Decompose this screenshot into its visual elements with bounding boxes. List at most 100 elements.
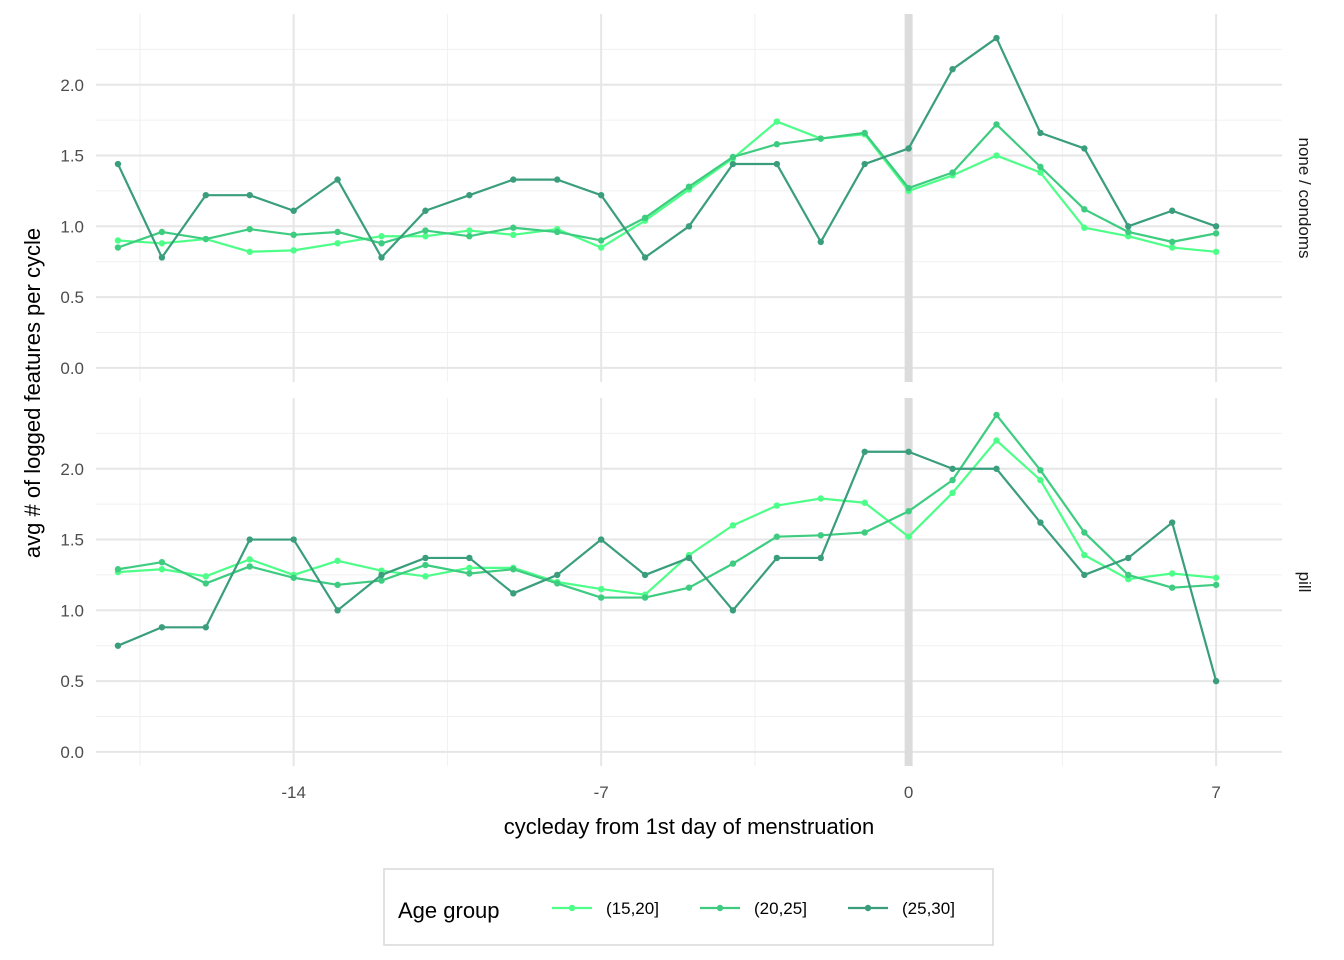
data-point (290, 574, 297, 581)
data-point (685, 554, 693, 562)
data-point (729, 153, 737, 161)
data-point (641, 254, 649, 261)
legend-label: (25,30] (902, 899, 955, 918)
data-point (554, 571, 561, 579)
data-point (993, 34, 1000, 42)
data-point (773, 118, 781, 125)
series-line (117, 123, 1217, 249)
data-point (246, 191, 253, 199)
data-point (246, 248, 253, 255)
data-point (466, 564, 473, 572)
data-point (290, 247, 297, 254)
data-point (729, 160, 737, 168)
data-point (773, 141, 781, 148)
data-point (1037, 466, 1044, 474)
legend-item: (20,25] (700, 899, 807, 918)
data-point (905, 448, 912, 455)
data-point (378, 240, 385, 247)
data-point (1081, 551, 1088, 559)
data-point (993, 152, 1000, 159)
series-(25,30] (114, 34, 1220, 261)
data-point (685, 223, 693, 230)
legend-title: Age group (398, 898, 500, 923)
data-point (597, 585, 605, 593)
data-point (422, 573, 429, 580)
data-point (510, 590, 517, 597)
data-point (422, 207, 429, 214)
data-point (554, 580, 561, 587)
series-line (117, 413, 1217, 599)
data-point (817, 532, 824, 539)
y-tick-label: 2.0 (60, 460, 84, 479)
data-point (949, 66, 956, 73)
data-point (993, 437, 1000, 444)
data-point (422, 233, 429, 240)
legend-item: (15,20] (552, 899, 659, 918)
series-(20,25] (114, 121, 1220, 251)
data-point (466, 554, 473, 562)
y-tick-label: 0.5 (60, 672, 84, 691)
data-point (1212, 581, 1220, 589)
data-point (1168, 519, 1176, 526)
data-point (773, 502, 781, 509)
data-point (641, 214, 649, 222)
data-point (466, 233, 473, 240)
data-point (685, 183, 693, 190)
data-point (1081, 224, 1088, 231)
data-point (510, 176, 517, 183)
data-point (641, 594, 649, 601)
y-tick-label: 1.5 (60, 531, 84, 550)
data-point (290, 231, 297, 238)
data-point (729, 607, 737, 614)
data-point (817, 495, 824, 502)
legend-items: (15,20] (20,25] (25,30] (552, 899, 955, 918)
data-point (466, 227, 473, 234)
x-tick-label: 0 (904, 783, 913, 802)
data-point (949, 465, 956, 472)
data-point (597, 237, 605, 244)
data-point (773, 533, 781, 540)
data-point (685, 584, 693, 591)
y-tick-label: 1.0 (60, 601, 84, 620)
data-point (993, 411, 1000, 419)
data-point (1037, 476, 1044, 484)
y-axis-title: avg # of logged features per cycle (20, 228, 45, 558)
data-point (861, 529, 868, 536)
y-tick-label: 0.0 (60, 743, 84, 762)
data-point (158, 228, 166, 236)
x-tick-label: -14 (281, 783, 306, 802)
panels: 0.0 0.5 1.0 1.5 2.0 none / condoms 0.0 0.5 1.0 1.… (60, 14, 1314, 766)
legend-key-point (568, 904, 576, 912)
data-point (641, 571, 649, 579)
series-line (117, 450, 1218, 682)
data-point (1081, 145, 1088, 152)
data-point (334, 581, 341, 589)
series-(20,25] (114, 411, 1220, 601)
data-point (1081, 529, 1088, 536)
data-point (817, 238, 824, 246)
data-point (993, 121, 1000, 128)
data-point (202, 573, 210, 580)
data-point (422, 561, 429, 569)
legend: Age group (15,20] (20,25] (25,30] (383, 868, 994, 946)
data-point (949, 169, 956, 176)
data-point (466, 191, 473, 199)
data-point (597, 244, 605, 251)
data-point (334, 228, 341, 236)
data-point (378, 577, 385, 584)
data-point (1125, 571, 1132, 579)
panel-2: 0.0 0.5 1.0 1.5 2.0 pill (60, 398, 1314, 766)
data-point (114, 160, 122, 168)
data-point (905, 533, 912, 540)
data-point (861, 129, 868, 137)
y-tick-label: 2.0 (60, 76, 84, 95)
data-point (773, 160, 781, 168)
data-point (334, 557, 341, 564)
data-point (1212, 223, 1220, 230)
data-point (861, 499, 868, 506)
data-point (158, 624, 166, 631)
data-point (1037, 169, 1044, 176)
data-point (597, 536, 605, 543)
legend-key-point (716, 904, 724, 912)
